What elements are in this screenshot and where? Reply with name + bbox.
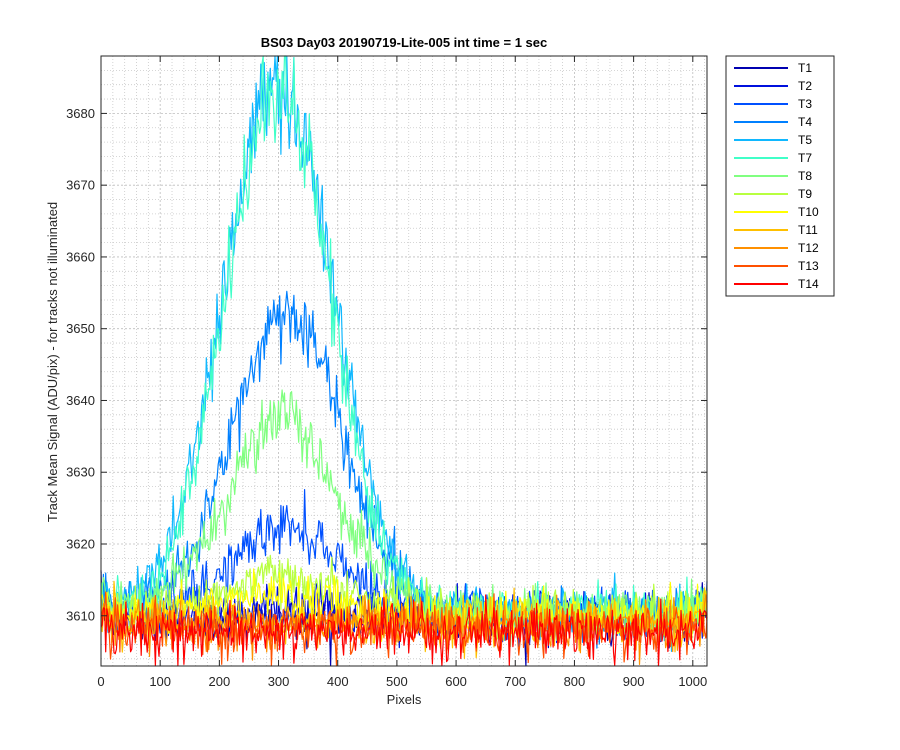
y-axis: 3610 3620 3630 3640 3650 3660 3670 3680 (66, 106, 707, 623)
legend-label-t9: T9 (798, 187, 812, 201)
legend-label-t11: T11 (798, 223, 818, 237)
legend-label-t2: T2 (798, 79, 812, 93)
x-tick-label: 200 (209, 674, 231, 689)
x-tick-label: 100 (149, 674, 171, 689)
x-tick-label: 600 (445, 674, 467, 689)
x-tick-label: 900 (623, 674, 645, 689)
y-tick-label: 3660 (66, 249, 95, 264)
legend-label-t8: T8 (798, 169, 812, 183)
x-tick-label: 800 (564, 674, 586, 689)
legend-label-t7: T7 (798, 151, 812, 165)
x-axis-label: Pixels (387, 692, 422, 707)
plot-frame (100, 55, 708, 667)
legend-label-t14: T14 (798, 277, 819, 291)
legend-label-t3: T3 (798, 97, 812, 111)
legend-label-t1: T1 (798, 61, 812, 75)
legend-label-t12: T12 (798, 241, 819, 255)
y-tick-label: 3670 (66, 178, 95, 193)
y-tick-label: 3630 (66, 465, 95, 480)
x-tick-label: 300 (268, 674, 290, 689)
y-tick-label: 3680 (66, 106, 95, 121)
y-tick-label: 3640 (66, 393, 95, 408)
y-tick-label: 3620 (66, 537, 95, 552)
grid (100, 55, 707, 666)
legend: T1 T2 T3 T4 T5 T7 T8 T9 T10 T11 T12 T13 T14 (725, 55, 835, 297)
x-axis: 0 100 200 300 400 500 600 700 800 900 1000 (97, 56, 707, 689)
y-axis-label: Track Mean Signal (ADU/pix) - for tracks… (45, 202, 60, 522)
legend-label-t10: T10 (798, 205, 819, 219)
x-tick-label: 500 (386, 674, 408, 689)
series-line-t7 (100, 55, 708, 649)
series-layer (100, 55, 708, 667)
x-tick-label: 1000 (678, 674, 707, 689)
x-tick-label: 0 (97, 674, 104, 689)
legend-label-t5: T5 (798, 133, 812, 147)
y-tick-label: 3650 (66, 321, 95, 336)
x-tick-label: 700 (504, 674, 526, 689)
legend-label-t4: T4 (798, 115, 812, 129)
chart-title: BS03 Day03 20190719-Lite-005 int time = … (261, 35, 548, 50)
x-tick-label: 400 (327, 674, 349, 689)
series-line-t14 (100, 594, 708, 667)
y-tick-label: 3610 (66, 608, 95, 623)
legend-label-t13: T13 (798, 259, 819, 273)
